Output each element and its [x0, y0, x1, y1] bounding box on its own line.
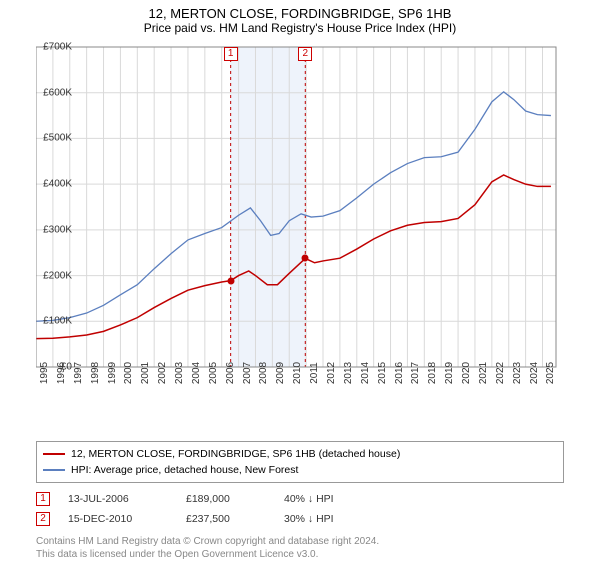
sale-point-icon	[302, 255, 309, 262]
ytick-label: £600K	[43, 87, 72, 98]
xtick-label: 2009	[275, 362, 286, 384]
ytick-label: £400K	[43, 179, 72, 190]
tx-date: 15-DEC-2010	[68, 513, 168, 525]
legend-row-property: 12, MERTON CLOSE, FORDINGBRIDGE, SP6 1HB…	[43, 446, 557, 462]
transactions-table: 1 13-JUL-2006 £189,000 40% ↓ HPI 2 15-DE…	[36, 489, 564, 529]
table-row: 2 15-DEC-2010 £237,500 30% ↓ HPI	[36, 509, 564, 529]
tx-marker-icon: 1	[36, 492, 50, 506]
xtick-label: 2007	[242, 362, 253, 384]
xtick-label: 2001	[140, 362, 151, 384]
ytick-label: £300K	[43, 224, 72, 235]
chart-marker-icon: 1	[224, 47, 238, 61]
chart-svg	[36, 37, 596, 397]
xtick-label: 2003	[174, 362, 185, 384]
xtick-label: 2015	[377, 362, 388, 384]
ytick-label: £100K	[43, 316, 72, 327]
legend-row-hpi: HPI: Average price, detached house, New …	[43, 462, 557, 478]
legend-swatch-property	[43, 453, 65, 455]
ytick-label: £700K	[43, 42, 72, 53]
xtick-label: 2008	[258, 362, 269, 384]
xtick-label: 2022	[495, 362, 506, 384]
xtick-label: 1996	[56, 362, 67, 384]
xtick-label: 2002	[157, 362, 168, 384]
page-title: 12, MERTON CLOSE, FORDINGBRIDGE, SP6 1HB	[0, 0, 600, 21]
xtick-label: 1995	[39, 362, 50, 384]
xtick-label: 2019	[444, 362, 455, 384]
xtick-label: 2006	[225, 362, 236, 384]
tx-date: 13-JUL-2006	[68, 493, 168, 505]
price-chart: £0£100K£200K£300K£400K£500K£600K£700K199…	[36, 37, 596, 397]
tx-delta: 30% ↓ HPI	[284, 513, 334, 525]
tx-price: £237,500	[186, 513, 266, 525]
footnote: Contains HM Land Registry data © Crown c…	[36, 535, 564, 561]
xtick-label: 2014	[360, 362, 371, 384]
xtick-label: 2005	[208, 362, 219, 384]
tx-price: £189,000	[186, 493, 266, 505]
legend: 12, MERTON CLOSE, FORDINGBRIDGE, SP6 1HB…	[36, 441, 564, 483]
xtick-label: 2004	[191, 362, 202, 384]
legend-label-hpi: HPI: Average price, detached house, New …	[71, 462, 298, 478]
xtick-label: 2013	[343, 362, 354, 384]
chart-marker-icon: 2	[298, 47, 312, 61]
xtick-label: 1999	[107, 362, 118, 384]
xtick-label: 2018	[427, 362, 438, 384]
page-subtitle: Price paid vs. HM Land Registry's House …	[0, 21, 600, 37]
xtick-label: 2023	[512, 362, 523, 384]
tx-marker-icon: 2	[36, 512, 50, 526]
legend-swatch-hpi	[43, 469, 65, 471]
xtick-label: 2011	[309, 362, 320, 384]
tx-delta: 40% ↓ HPI	[284, 493, 334, 505]
footnote-line: Contains HM Land Registry data © Crown c…	[36, 535, 564, 548]
xtick-label: 2025	[545, 362, 556, 384]
xtick-label: 1997	[73, 362, 84, 384]
xtick-label: 2016	[394, 362, 405, 384]
xtick-label: 2021	[478, 362, 489, 384]
ytick-label: £200K	[43, 270, 72, 281]
ytick-label: £500K	[43, 133, 72, 144]
xtick-label: 2000	[123, 362, 134, 384]
legend-label-property: 12, MERTON CLOSE, FORDINGBRIDGE, SP6 1HB…	[71, 446, 400, 462]
xtick-label: 1998	[90, 362, 101, 384]
xtick-label: 2017	[410, 362, 421, 384]
xtick-label: 2020	[461, 362, 472, 384]
xtick-label: 2012	[326, 362, 337, 384]
sale-point-icon	[227, 277, 234, 284]
xtick-label: 2024	[529, 362, 540, 384]
footnote-line: This data is licensed under the Open Gov…	[36, 548, 564, 561]
table-row: 1 13-JUL-2006 £189,000 40% ↓ HPI	[36, 489, 564, 509]
xtick-label: 2010	[292, 362, 303, 384]
